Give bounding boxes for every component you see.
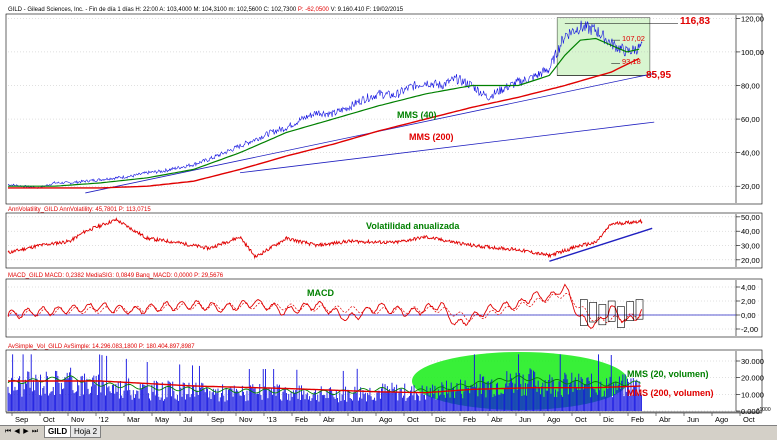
price-trendline-2	[239, 121, 655, 174]
month-tick-label: Oct	[43, 415, 56, 424]
macd-histogram-box	[626, 301, 635, 321]
volume-tick-label: 0.000	[741, 407, 760, 416]
prev-sheet-icon[interactable]: ◀	[14, 427, 20, 435]
next-sheet-icon[interactable]: ▶	[23, 427, 29, 435]
mms200-volume-annotation: MMS (200, volumen)	[627, 388, 714, 398]
month-tick-label: Ago	[715, 415, 728, 424]
month-tick-label: Jun	[687, 415, 699, 424]
volatility-tick-label: 20,00	[741, 256, 760, 265]
mms200-annotation: MMS (200)	[409, 132, 454, 142]
mms40-annotation: MMS (40)	[397, 110, 437, 120]
volatility-tick-label: 50,00	[741, 213, 760, 222]
sheet-tab-gild[interactable]: GILD	[44, 426, 72, 438]
price-tick-label: 20,00	[741, 182, 760, 191]
month-tick-label: Mar	[127, 415, 140, 424]
month-tick-label: '12	[99, 415, 109, 424]
month-tick-label: Nov	[239, 415, 253, 424]
month-tick-label: Nov	[71, 415, 85, 424]
chart-canvas: GILD - Gilead Sciences, Inc. - Fin de dí…	[5, 7, 771, 424]
month-tick-label: '13	[267, 415, 277, 424]
macd-histogram-box	[598, 304, 607, 326]
month-tick-label: Oct	[407, 415, 420, 424]
volatility-tick-label: 30,00	[741, 242, 760, 251]
macd-histogram-box	[580, 299, 588, 326]
month-tick-label: Ago	[379, 415, 392, 424]
month-tick-label: Jun	[351, 415, 363, 424]
volume-tick-label: 30.000	[741, 357, 764, 366]
macd-tick-label: -2,00	[741, 325, 758, 334]
month-tick-label: Jul	[183, 415, 193, 424]
month-tick-label: Jun	[519, 415, 531, 424]
volatility-header-text: AnnVolatility_GILD AnnVolatility: 45,780…	[8, 207, 151, 213]
x1000-label: x1000	[757, 407, 771, 413]
macd-plot: 4,00 2,00 0,00 -2,00	[7, 280, 762, 336]
price-header-text: GILD - Gilead Sciences, Inc. - Fin de dí…	[8, 7, 404, 13]
month-tick-label: Abr	[323, 415, 335, 424]
volatility-tick-label: 40,00	[741, 227, 760, 236]
macd-annotation: MACD	[307, 288, 334, 298]
volatility-line	[7, 217, 643, 260]
price-line	[7, 20, 643, 189]
macd-histogram-box	[607, 300, 616, 322]
volume-tick-label: 10.000	[741, 390, 764, 399]
month-tick-label: Oct	[575, 415, 588, 424]
month-tick-label: Sep	[15, 415, 28, 424]
month-tick-label: Abr	[491, 415, 503, 424]
volume-header-text: AvSimple_Vol_GILD AvSimple: 14.296.083,1…	[8, 344, 195, 350]
range-box	[556, 17, 651, 76]
price-tick-label: 120,00	[741, 14, 764, 23]
volatility-trendline	[549, 227, 653, 262]
month-tick-label: Oct	[743, 415, 756, 424]
macd-line	[7, 283, 643, 329]
price-tick-label: 40,00	[741, 149, 760, 158]
month-tick-label: Ago	[547, 415, 560, 424]
month-axis: Sep Oct Nov '12 Mar May Jul Sep Nov '13 Feb Abr Jun A…	[6, 412, 762, 424]
month-tick-label: Feb	[295, 415, 308, 424]
level-93-label: 93,18	[622, 57, 641, 66]
volume-tick-label: 20.000	[741, 374, 764, 383]
month-tick-label: Feb	[631, 415, 644, 424]
month-tick-label: Dic	[603, 415, 614, 424]
sheet-tab-bar	[0, 425, 777, 440]
macd-header-text: MACD_GILD MACD: 0,2382 MediaSIG: 0,0849 …	[8, 273, 224, 279]
level-116-label: 116,83	[680, 16, 710, 27]
month-tick-label: Sep	[211, 415, 224, 424]
macd-tick-label: 2,00	[741, 297, 756, 306]
macd-histogram-box	[589, 302, 597, 323]
level-85-label: 85,95	[646, 70, 671, 81]
price-tick-label: 60,00	[741, 115, 760, 124]
macd-histogram-box	[617, 306, 625, 328]
macd-tick-label: 0,00	[741, 311, 756, 320]
mms200-line	[8, 57, 640, 189]
level-107-label: 107,02	[622, 34, 645, 43]
first-sheet-icon[interactable]: ⏮	[4, 427, 12, 435]
month-tick-label: Feb	[463, 415, 476, 424]
macd-tick-label: 4,00	[741, 283, 756, 292]
mms20-volume-annotation: MMS (20, volumen)	[627, 369, 709, 379]
price-tick-label: 80,00	[741, 82, 760, 91]
month-tick-label: Abr	[659, 415, 671, 424]
month-tick-label: Dic	[435, 415, 446, 424]
volatility-annotation: Volatilidad anualizada	[366, 221, 460, 231]
price-tick-label: 100,00	[741, 48, 764, 57]
macd-histogram-box	[635, 299, 644, 320]
sheet-tab-hoja2[interactable]: Hoja 2	[70, 426, 102, 438]
last-sheet-icon[interactable]: ⏭	[31, 427, 39, 435]
volume-mms200-line	[8, 380, 641, 394]
price-plot: 120,00 100,00 80,00 60,00 40,00 20,00	[7, 14, 764, 203]
volume-plot: 30.000 20.000 10.000 0.000	[7, 351, 764, 416]
volatility-plot: 50,00 40,00 30,00 20,00	[7, 213, 762, 267]
month-tick-label: May	[155, 415, 169, 424]
mms40-line	[8, 37, 640, 187]
